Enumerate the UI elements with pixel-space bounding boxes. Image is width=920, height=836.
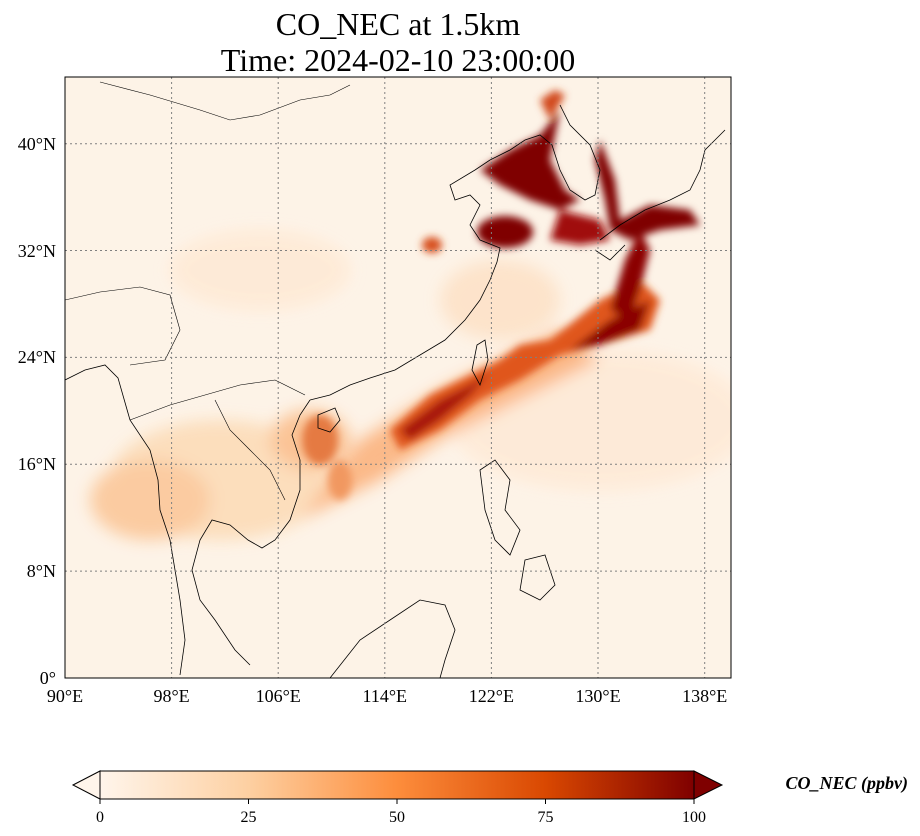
gridlines (65, 77, 731, 678)
lat-tick-label-0: 0° (40, 668, 56, 688)
colorbar-tick-100: 100 (682, 809, 706, 826)
map-title-line1: CO_NEC at 1.5km (275, 6, 521, 42)
map-panel (65, 77, 731, 678)
colorbar-tick-25: 25 (241, 809, 257, 826)
colorbar-title: CO_NEC (ppbv) (786, 773, 909, 794)
lat-tick-label-24: 24°N (18, 347, 56, 367)
lon-tick-label-114: 114°E (363, 686, 408, 706)
lat-tick-label-16: 16°N (18, 454, 56, 474)
coastlines (65, 81, 726, 678)
colorbar-bar (99, 770, 695, 800)
colorbar-tick-75: 75 (538, 809, 554, 826)
lon-tick-labels: 90°E 98°E 106°E 114°E 122°E 130°E 138°E (47, 686, 727, 706)
lat-tick-label-32: 32°N (18, 241, 56, 261)
lat-tick-label-40: 40°N (18, 134, 56, 154)
lon-tick-label-90: 90°E (47, 686, 83, 706)
colorbar-tick-0: 0 (96, 809, 104, 826)
concentration-field (90, 90, 731, 540)
lat-tick-label-8: 8°N (27, 561, 56, 581)
lon-tick-label-130: 130°E (575, 686, 620, 706)
colorbar-extend-low (71, 770, 101, 800)
colorbar-extend-high (693, 770, 724, 800)
colorbar: 0 25 50 75 100 CO_NEC (ppbv) (71, 770, 909, 826)
colorbar-tick-50: 50 (389, 809, 405, 826)
lon-tick-label-122: 122°E (469, 686, 514, 706)
map-title-line2: Time: 2024-02-10 23:00:00 (220, 42, 576, 78)
map-frame (64, 76, 732, 679)
lon-tick-label-98: 98°E (153, 686, 189, 706)
lon-tick-label-106: 106°E (256, 686, 301, 706)
lon-tick-label-138: 138°E (682, 686, 727, 706)
lat-tick-labels: 0° 8°N 16°N 24°N 32°N 40°N (18, 134, 56, 688)
